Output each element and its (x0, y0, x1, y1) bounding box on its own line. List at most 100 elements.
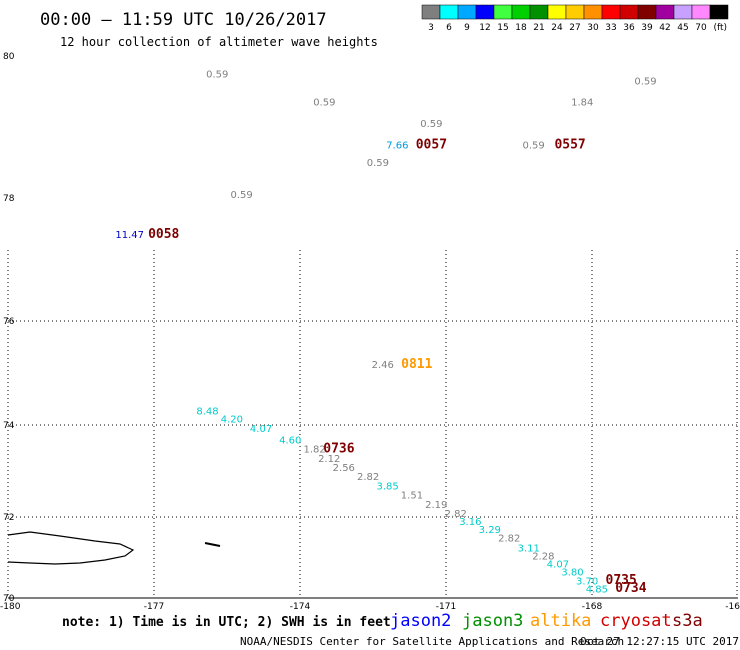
legend-label: 30 (587, 23, 599, 33)
pass-time-label: 0057 (416, 137, 447, 152)
wave-height-label: 3.70 (576, 577, 598, 588)
lon-tick-label: -174 (290, 602, 311, 612)
legend-unit: (ft) (713, 23, 727, 33)
wave-height-label: 2.12 (318, 454, 340, 465)
wave-height-label: 4.85 (586, 585, 608, 596)
lon-tick-label: -168 (582, 602, 603, 612)
wave-height-label: 4.60 (279, 435, 301, 446)
wave-height-label: 2.19 (425, 500, 447, 511)
legend-swatch (439, 4, 459, 20)
legend-swatch (547, 4, 567, 20)
pass-time-label: 0735 (606, 573, 637, 588)
legend-swatch (493, 4, 513, 20)
lat-tick-label: 80 (3, 52, 15, 62)
wave-height-label: 2.56 (333, 463, 355, 474)
pass-time-label: 0811 (401, 357, 432, 372)
wave-height-label: 0.59 (206, 69, 228, 80)
wave-height-label: 4.07 (250, 424, 272, 435)
wave-height-label: 3.11 (518, 543, 540, 554)
pass-time-label: 0557 (554, 137, 585, 152)
legend-swatch (673, 4, 693, 20)
lon-tick-label: -16 (725, 602, 740, 612)
legend-swatch (421, 4, 441, 20)
legend-swatch (583, 4, 603, 20)
chart-title: 00:00 — 11:59 UTC 10/26/2017 (40, 10, 327, 30)
pass-time-label: 0736 (323, 442, 354, 457)
lat-tick-label: 70 (3, 594, 15, 604)
wave-height-label: 2.46 (372, 360, 394, 371)
legend-label: 15 (497, 23, 508, 33)
plot-area (7, 250, 738, 599)
lat-tick-label: 74 (3, 421, 15, 431)
legend-label: 24 (551, 23, 563, 33)
wave-height-label: 7.66 (386, 140, 408, 151)
wave-height-label: 3.29 (479, 525, 501, 536)
grid-lines (7, 250, 738, 598)
satellite-s3a: s3a (672, 611, 703, 631)
observations: 0.59 0.59 0.59 0.59 0.59 7.66 0.59 1.84 0.59 11.4… (115, 69, 656, 595)
lat-tick-label: 72 (3, 513, 14, 523)
wave-height-label: 8.48 (196, 407, 218, 418)
legend-swatch (655, 4, 675, 20)
legend-swatch (691, 4, 711, 20)
legend-swatch (565, 4, 585, 20)
lon-tick-label: -171 (436, 602, 456, 612)
wave-height-label: 0.59 (230, 190, 252, 201)
legend-swatch (619, 4, 639, 20)
chart-subtitle: 12 hour collection of altimeter wave hei… (60, 35, 378, 49)
wave-height-label: 2.82 (445, 509, 467, 520)
wave-height-label: 3.16 (459, 517, 481, 528)
legend-swatch (475, 4, 495, 20)
legend-label: 45 (677, 23, 688, 33)
legend-label: 12 (479, 23, 490, 33)
wave-height-label: 4.20 (221, 414, 243, 425)
legend-label: 9 (464, 23, 470, 33)
pass-time-label: 0734 (615, 581, 646, 596)
wave-height-label: 0.59 (313, 98, 335, 109)
pass-time-label: 0058 (148, 227, 179, 242)
wave-height-label: 11.47 (115, 230, 144, 241)
island (204, 542, 221, 547)
legend-label: 3 (428, 23, 434, 33)
wave-height-label: 1.84 (571, 98, 593, 109)
legend-label: 36 (623, 23, 635, 33)
wave-height-label: 1.82 (303, 445, 325, 456)
satellite-altika: altika (530, 611, 591, 631)
wave-height-label: 2.82 (357, 472, 379, 483)
lat-tick-label: 78 (3, 194, 15, 204)
footer-credit: NOAA/NESDIS Center for Satellite Applica… (240, 635, 624, 648)
legend-label: 70 (695, 23, 707, 33)
legend-swatch (709, 4, 729, 20)
wave-height-label: 0.59 (420, 119, 442, 130)
coastline (7, 531, 135, 565)
legend-label: 27 (569, 23, 580, 33)
legend-label: 21 (533, 23, 544, 33)
satellite-jason3: jason3 (462, 611, 523, 631)
legend-label: 42 (659, 23, 670, 33)
legend-swatch (457, 4, 477, 20)
satellite-jason2: jason2 (390, 611, 451, 631)
axis-ticks: 80 78 76 74 72 70-180 -177 -174 -171 -168 -16 (0, 52, 740, 612)
wave-height-label: 0.59 (634, 76, 656, 87)
color-legend: 3 6 9 12 15 18 21 24 27 30 33 36 39 42 45 70 (ft) (421, 4, 729, 33)
wave-height-label: 3.80 (561, 568, 583, 579)
lon-tick-label: -180 (0, 602, 21, 612)
footer-timestamp: Oct 27 12:27:15 UTC 2017 (580, 635, 739, 648)
legend-swatch (529, 4, 549, 20)
legend-label: 39 (641, 23, 653, 33)
wave-height-label: 4.07 (547, 560, 569, 571)
lon-tick-label: -177 (144, 602, 164, 612)
wave-height-label: 3.85 (376, 481, 398, 492)
legend-swatch (637, 4, 657, 20)
wave-height-label: 0.59 (522, 140, 544, 151)
legend-swatch (601, 4, 621, 20)
wave-height-label: 0.59 (367, 158, 389, 169)
wave-height-label: 1.51 (401, 491, 423, 502)
legend-label: 18 (515, 23, 527, 33)
lat-tick-label: 76 (3, 317, 15, 327)
legend-label: 6 (446, 23, 452, 33)
satellite-legend: jason2 jason3 altika cryosat s3a (390, 611, 703, 631)
wave-height-label: 2.82 (498, 533, 520, 544)
